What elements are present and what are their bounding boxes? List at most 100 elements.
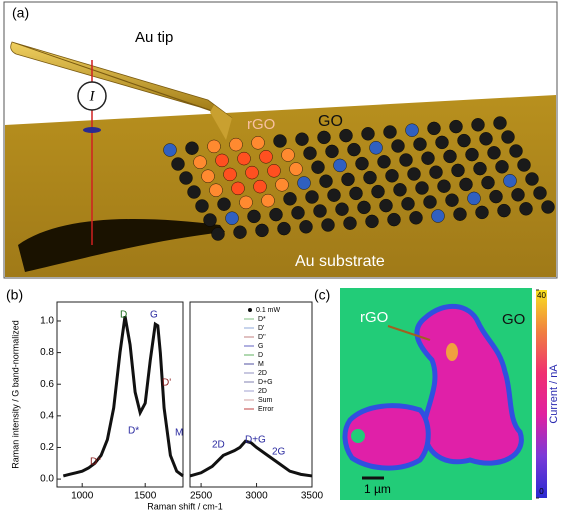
legend-marker xyxy=(248,308,252,312)
atom xyxy=(318,131,331,144)
atom xyxy=(430,166,443,179)
atom xyxy=(474,162,487,175)
colorbar-tick-label: 40 xyxy=(537,291,546,300)
y-tick-label: 1.0 xyxy=(40,316,54,327)
legend-label: 0.1 mW xyxy=(256,307,281,314)
atom xyxy=(424,196,437,209)
atom xyxy=(322,219,335,232)
atom xyxy=(218,198,231,211)
atom xyxy=(262,194,275,207)
atom xyxy=(490,190,503,203)
atom xyxy=(356,157,369,170)
go-label: GO xyxy=(318,113,343,130)
atom xyxy=(428,122,441,135)
legend-label: D* xyxy=(258,316,266,323)
peak-label: D'' xyxy=(90,457,101,468)
atom xyxy=(350,187,363,200)
y-tick-label: 0.4 xyxy=(40,410,54,421)
legend-label: Sum xyxy=(258,397,273,404)
atom xyxy=(394,183,407,196)
atom xyxy=(274,135,287,148)
figure: (a) Au tip I rGO GO Au substrate (b) 0.0… xyxy=(0,0,561,511)
atom xyxy=(488,146,501,159)
atom xyxy=(196,200,209,213)
atom xyxy=(284,192,297,205)
peak-label: D' xyxy=(162,378,171,389)
atom xyxy=(306,191,319,204)
legend-label: D' xyxy=(258,325,264,332)
atom xyxy=(362,127,375,140)
atom xyxy=(230,138,243,151)
atom xyxy=(314,205,327,218)
atom xyxy=(476,206,489,219)
atom xyxy=(502,131,515,144)
hot-spot xyxy=(446,343,458,361)
atom xyxy=(410,211,423,224)
atom xyxy=(334,159,347,172)
atom xyxy=(312,161,325,174)
atom xyxy=(232,182,245,195)
rgo-label: rGO xyxy=(247,116,275,133)
atom xyxy=(384,126,397,139)
panel-label: (b) xyxy=(6,287,23,303)
atom xyxy=(342,173,355,186)
x-tick-label: 1000 xyxy=(71,491,94,502)
battery xyxy=(83,127,101,133)
legend-label: 2D xyxy=(258,370,267,377)
plot-frame xyxy=(190,302,312,487)
atom xyxy=(458,134,471,147)
legend-label: D xyxy=(258,352,263,359)
atom xyxy=(526,173,539,186)
atom xyxy=(542,201,555,214)
atom xyxy=(460,178,473,191)
atom xyxy=(392,140,405,153)
atom xyxy=(496,160,509,173)
legend-label: D+G xyxy=(258,379,273,386)
atom xyxy=(348,143,361,156)
atom xyxy=(472,118,485,131)
x-tick-label: 1500 xyxy=(134,491,157,502)
atom xyxy=(482,176,495,189)
peak-label: 2G xyxy=(272,447,286,458)
atom xyxy=(406,124,419,137)
atom xyxy=(386,169,399,182)
atom xyxy=(344,217,357,230)
atom xyxy=(300,220,313,233)
atom xyxy=(512,188,525,201)
atom xyxy=(254,180,267,193)
atom xyxy=(216,154,229,167)
peak-label: D+G xyxy=(245,435,266,446)
atom xyxy=(432,210,445,223)
atom xyxy=(518,159,531,172)
atom xyxy=(336,203,349,216)
atom xyxy=(450,120,463,133)
x-tick-label: 3000 xyxy=(245,491,268,502)
scale-label: 1 µm xyxy=(364,482,391,496)
atom xyxy=(226,212,239,225)
atom xyxy=(248,210,261,223)
atom xyxy=(194,156,207,169)
atom xyxy=(414,138,427,151)
y-tick-label: 0.0 xyxy=(40,474,54,485)
atom xyxy=(224,168,237,181)
atom xyxy=(444,150,457,163)
atom xyxy=(234,226,247,239)
atom xyxy=(210,184,223,197)
atom xyxy=(378,155,391,168)
peak-label: 2D xyxy=(212,440,225,451)
atom xyxy=(278,222,291,235)
atom xyxy=(240,196,253,209)
atom xyxy=(388,213,401,226)
spectrum-line xyxy=(190,441,312,476)
atom xyxy=(326,145,339,158)
atom xyxy=(466,148,479,161)
current-symbol: I xyxy=(89,88,96,104)
legend-label: G xyxy=(258,343,263,350)
rgo-label: rGO xyxy=(360,309,388,326)
peak-label: G xyxy=(150,310,158,321)
atom xyxy=(494,117,507,130)
atom xyxy=(296,133,309,146)
atom xyxy=(328,189,341,202)
atom xyxy=(292,206,305,219)
atom xyxy=(268,164,281,177)
